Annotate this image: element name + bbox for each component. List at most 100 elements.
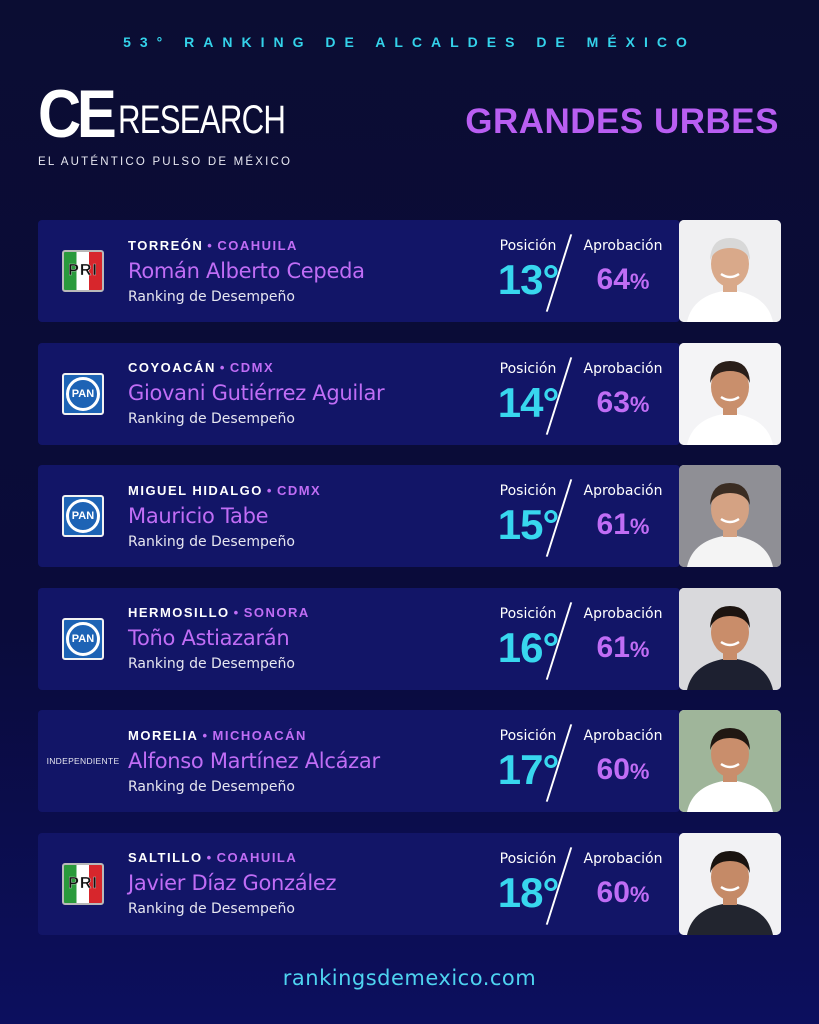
pri-logo-icon: PRI [62,250,104,292]
logo-ce-text: CE [38,76,117,152]
position-block: Posición 17° [486,710,570,812]
mayor-photo [679,710,781,813]
position-block: Posición 15° [486,465,570,567]
approval-label: Aprobación [583,850,663,867]
approval-value: 60% [596,753,650,787]
mayor-info: HERMOSILLO • SONORA Toño Astiazarán Rankin… [128,605,478,672]
card-background [38,832,680,935]
approval-block: Aprobación 61% [573,465,673,567]
mayor-card: PAN HERMOSILLO • SONORA Toño Astiazarán Ra… [38,587,781,690]
position-label: Posición [499,360,557,377]
location: SALTILLO • COAHUILA [128,850,298,866]
position-label: Posición [499,238,557,254]
position-block: Posición 13° [486,220,570,322]
position-value: 16° [497,623,560,671]
approval-label: Aprobación [583,360,663,377]
position-block: Posición 14° [486,343,570,445]
mayor-photo [679,342,781,445]
approval-value: 61% [596,630,650,664]
state-name: MICHOACÁN [212,727,307,743]
approval-block: Aprobación 64% [573,220,673,322]
approval-label: Aprobación [583,605,663,622]
approval-label: Aprobación [583,238,663,254]
party-slot: PAN [38,343,128,445]
mayor-card: INDEPENDIENTE MORELIA • MICHOACÁN Alfonso … [38,710,781,813]
logo-research-text: RESEARCH [118,98,286,142]
mayor-info: MORELIA • MICHOACÁN Alfonso Martínez Alcáz… [128,728,478,795]
ranking-label: Ranking de Desempeño [128,533,295,550]
ranking-label: Ranking de Desempeño [128,901,295,918]
card-background [38,465,680,568]
party-slot: PAN [38,465,128,567]
state-name: CDMX [229,360,275,376]
logo-tagline: EL AUTÉNTICO PULSO DE MÉXICO [38,156,293,168]
mayor-name: Giovani Gutiérrez Aguilar [128,381,385,406]
category-title: GRANDES URBES [465,102,779,141]
pan-logo-icon: PAN [62,372,104,415]
mayor-info: MIGUEL HIDALGO • CDMX Mauricio Tabe Rankin… [128,483,478,550]
city-name: SALTILLO [128,850,203,866]
ce-research-logo: CE RESEARCH EL AUTÉNTICO PULSO DE MÉXICO [38,76,293,168]
pan-logo-icon: PAN [62,495,104,538]
approval-block: Aprobación 60% [573,833,673,935]
mayor-list: PRI TORREÓN • COAHUILA Román Alberto Ceped… [38,220,781,956]
position-label: Posición [499,728,557,745]
city-name: HERMOSILLO [128,605,230,621]
mayor-photo [679,832,781,935]
mayor-name: Toño Astiazarán [128,626,290,651]
website-url[interactable]: rankingsdemexico.com [282,966,537,990]
approval-value: 63% [596,385,650,419]
position-block: Posición 18° [486,833,570,935]
mayor-photo [679,465,781,568]
mayor-name: Alfonso Martínez Alcázar [128,748,380,773]
mayor-photo [679,220,781,322]
position-value: 15° [497,501,560,549]
approval-value: 64% [596,263,650,296]
card-background [38,710,680,813]
city-name: COYOACÁN [128,360,216,376]
approval-value: 60% [596,875,650,909]
ranking-label: Ranking de Desempeño [128,778,295,795]
mayor-name: Román Alberto Cepeda [128,258,365,283]
ranking-label: Ranking de Desempeño [128,656,295,673]
city-name: TORREÓN [128,237,204,253]
mayor-card: PRI SALTILLO • COAHUILA Javier Díaz Gonzál… [38,832,781,935]
approval-label: Aprobación [583,483,663,500]
position-value: 14° [497,378,560,426]
mayor-name: Mauricio Tabe [128,503,269,528]
card-background [38,220,680,322]
ranking-label: Ranking de Desempeño [128,411,295,428]
position-value: 13° [497,256,560,303]
independiente-label: INDEPENDIENTE [46,756,120,767]
pri-logo-icon: PRI [62,862,104,905]
card-background [38,587,680,690]
approval-block: Aprobación 61% [573,588,673,690]
state-name: COAHUILA [216,850,298,866]
position-value: 17° [497,746,560,794]
card-background [38,342,680,445]
mayor-card: PAN MIGUEL HIDALGO • CDMX Mauricio Tabe Ra… [38,465,781,568]
state-name: CDMX [276,482,322,498]
approval-value: 61% [596,508,650,542]
mayor-info: SALTILLO • COAHUILA Javier Díaz González R… [128,850,478,917]
location: TORREÓN • COAHUILA [128,237,298,253]
mayor-name: Javier Díaz González [128,871,337,896]
ranking-edition-heading: 53° RANKING DE ALCALDES DE MÉXICO [123,34,696,50]
party-slot: PRI [38,833,128,935]
party-slot: PRI [38,220,128,322]
position-label: Posición [499,483,557,500]
location: MORELIA • MICHOACÁN [128,727,307,743]
location: COYOACÁN • CDMX [128,360,275,376]
mayor-card: PAN COYOACÁN • CDMX Giovani Gutiérrez Agui… [38,342,781,445]
position-label: Posición [499,605,557,622]
position-block: Posición 16° [486,588,570,690]
party-slot: INDEPENDIENTE [38,710,128,812]
ranking-label: Ranking de Desempeño [128,288,295,305]
state-name: COAHUILA [217,237,298,253]
mayor-info: TORREÓN • COAHUILA Román Alberto Cepeda Ra… [128,238,478,305]
approval-block: Aprobación 63% [573,343,673,445]
location: HERMOSILLO • SONORA [128,605,310,621]
pan-logo-icon: PAN [62,617,104,660]
city-name: MORELIA [128,727,199,743]
party-slot: PAN [38,588,128,690]
